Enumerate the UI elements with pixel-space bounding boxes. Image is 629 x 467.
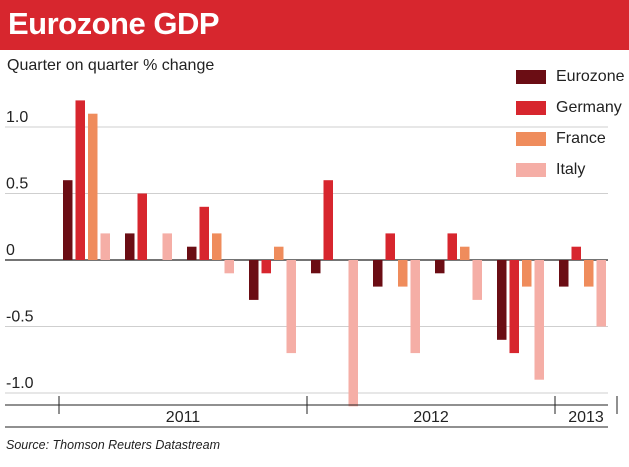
bar-eurozone xyxy=(435,260,445,274)
y-tick-label: -0.5 xyxy=(6,309,34,326)
legend-swatch-eurozone xyxy=(516,70,546,84)
bar-germany xyxy=(509,260,519,354)
bar-eurozone xyxy=(373,260,383,287)
bar-france xyxy=(584,260,594,287)
bar-germany xyxy=(137,193,147,260)
bar-italy xyxy=(472,260,482,300)
chart-title: Eurozone GDP xyxy=(8,6,220,41)
legend-swatch-germany xyxy=(516,101,546,115)
chart-subtitle: Quarter on quarter % change xyxy=(7,57,215,74)
bar-france xyxy=(274,246,284,260)
legend-label-italy: Italy xyxy=(556,161,586,178)
x-year-label: 2011 xyxy=(166,409,201,426)
bar-germany xyxy=(75,100,85,261)
title-bar: Eurozone GDP xyxy=(0,0,629,50)
bar-chart: 1.0 0.5 0 -0.5 -1.0 2011 2012 2013 xyxy=(5,100,618,428)
y-tick-label: 0 xyxy=(6,242,15,259)
bar-italy xyxy=(224,260,234,274)
legend-swatch-france xyxy=(516,132,546,146)
legend-label-france: France xyxy=(556,130,606,147)
bar-italy xyxy=(162,233,172,260)
bar-italy xyxy=(348,260,358,407)
bar-germany xyxy=(385,233,395,260)
legend-label-eurozone: Eurozone xyxy=(556,68,625,85)
y-tick-label: -1.0 xyxy=(6,375,34,392)
bar-italy xyxy=(286,260,296,354)
legend-label-germany: Germany xyxy=(556,99,622,116)
x-year-label: 2012 xyxy=(413,409,449,426)
legend-swatch-italy xyxy=(516,163,546,177)
bar-italy xyxy=(100,233,110,260)
bar-eurozone xyxy=(559,260,569,287)
x-year-label: 2013 xyxy=(568,409,604,426)
bar-eurozone xyxy=(187,246,197,260)
bar-eurozone xyxy=(125,233,135,260)
bar-france xyxy=(212,233,222,260)
bar-eurozone xyxy=(497,260,507,340)
bar-germany xyxy=(571,246,581,260)
bar-germany xyxy=(261,260,271,274)
bar-italy xyxy=(410,260,420,354)
y-tick-label: 0.5 xyxy=(6,176,28,193)
bar-france xyxy=(460,246,470,260)
source-note: Source: Thomson Reuters Datastream xyxy=(6,438,220,452)
bar-germany xyxy=(447,233,457,260)
bar-eurozone xyxy=(311,260,321,274)
bar-germany xyxy=(199,206,209,260)
bar-eurozone xyxy=(63,180,73,260)
bar-eurozone xyxy=(249,260,259,300)
bar-france xyxy=(88,113,98,260)
y-tick-label: 1.0 xyxy=(6,109,28,126)
bar-france xyxy=(398,260,408,287)
bar-germany xyxy=(323,180,333,260)
bar-italy xyxy=(534,260,544,380)
bar-italy xyxy=(596,260,606,327)
bar-france xyxy=(522,260,532,287)
